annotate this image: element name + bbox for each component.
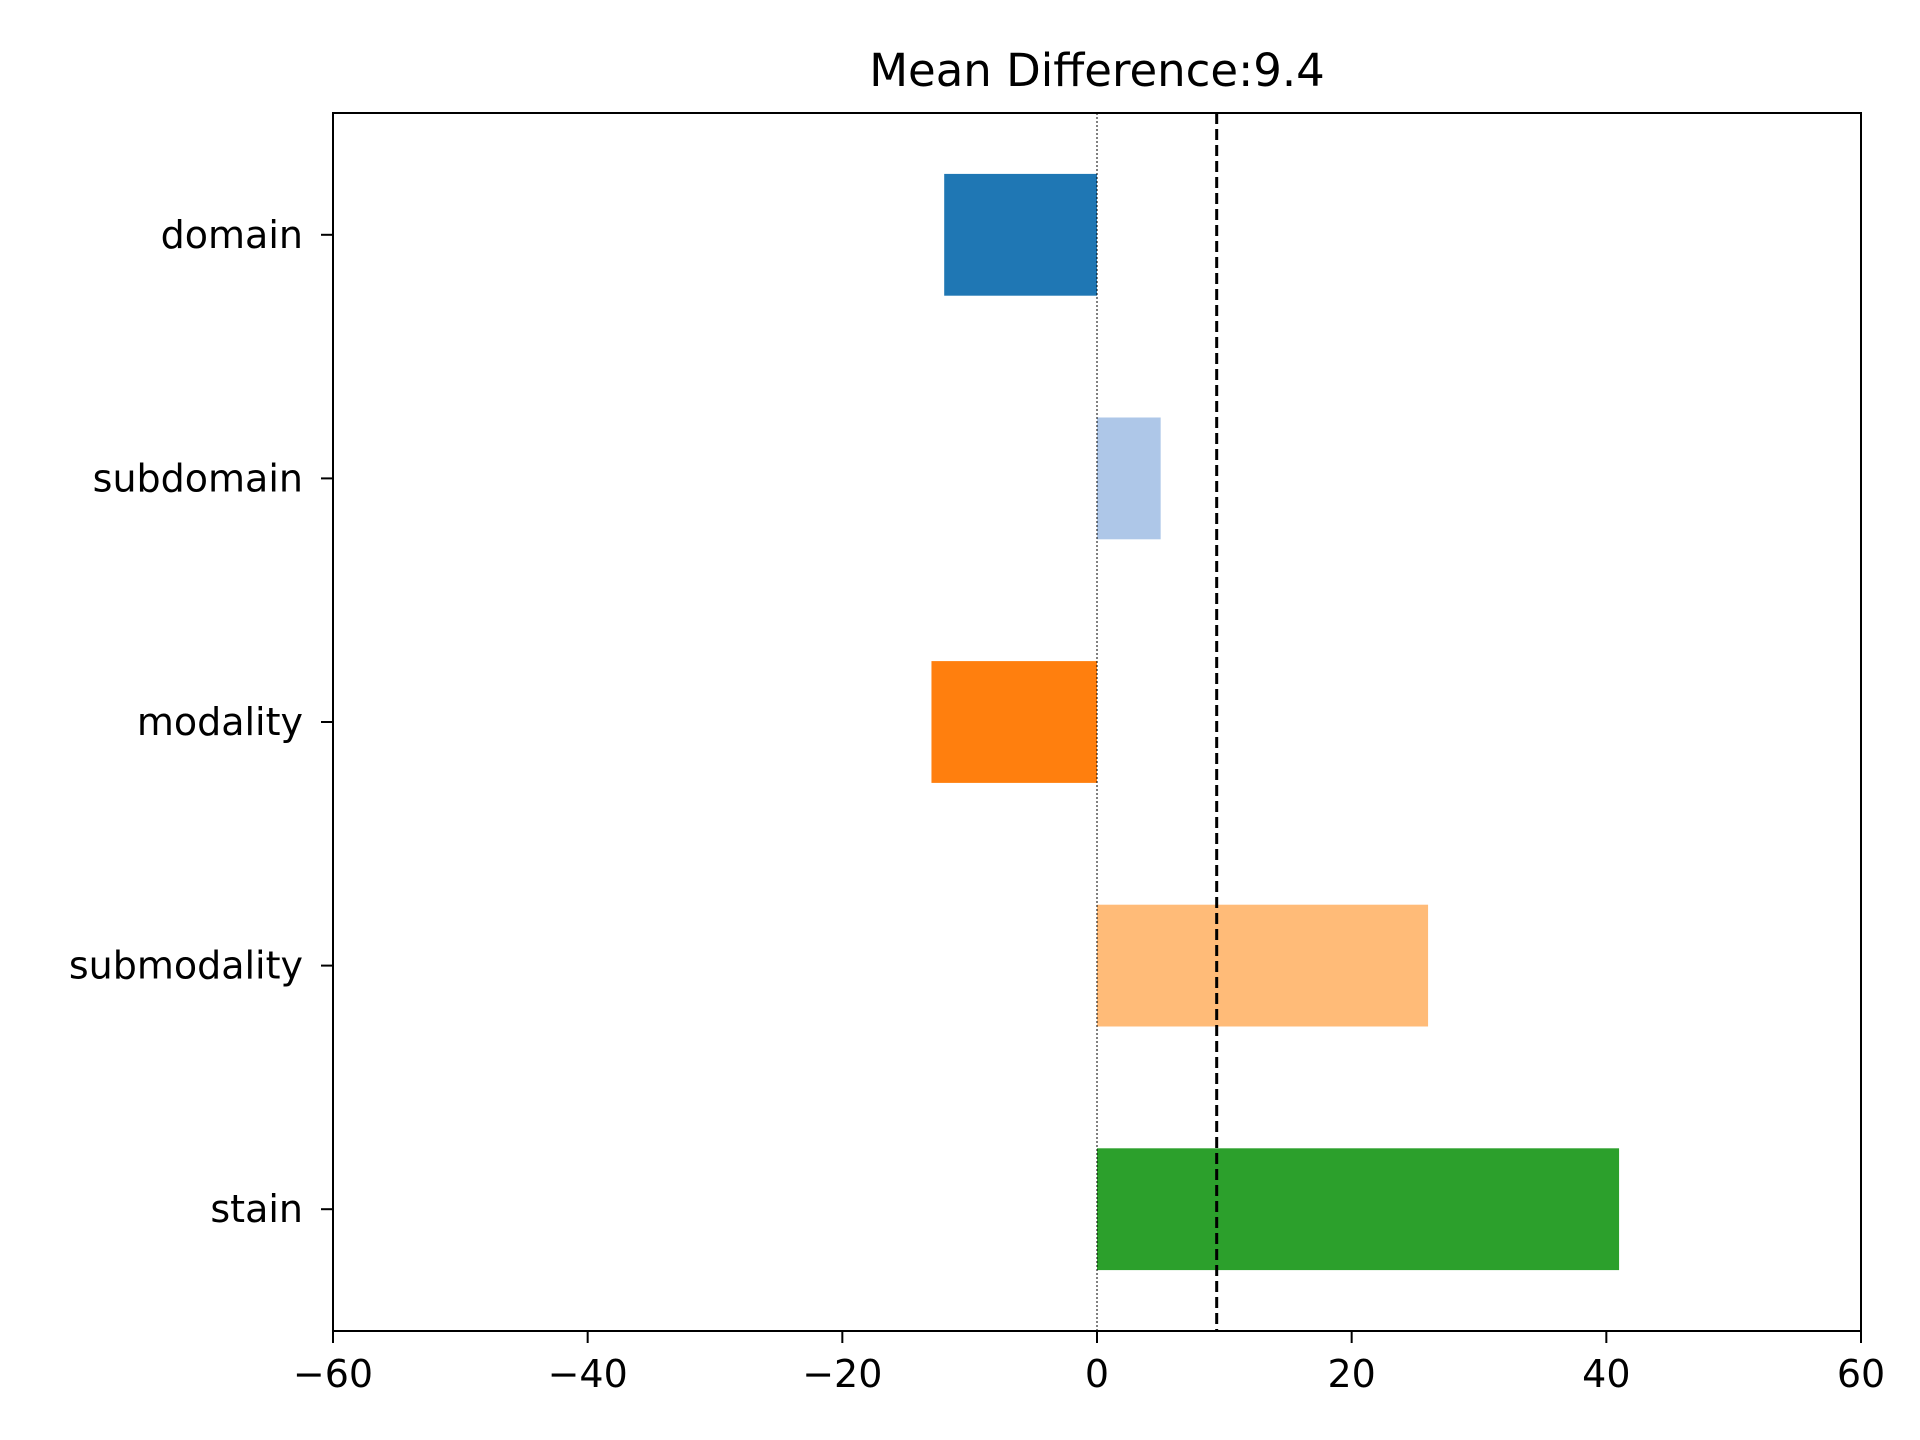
y-tick-label-submodality: submodality: [69, 944, 303, 988]
y-tick-label-modality: modality: [137, 700, 303, 744]
x-tick-label: −60: [293, 1352, 373, 1396]
bars-layer: [931, 173, 1620, 1271]
y-axis: domain subdomain modality submodality stain: [69, 213, 333, 1231]
y-tick-label-stain: stain: [210, 1187, 303, 1231]
x-tick-label: 60: [1837, 1352, 1885, 1396]
y-tick-label-domain: domain: [161, 213, 303, 257]
chart-title: Mean Difference:9.4: [869, 44, 1325, 97]
bar-submodality: [1097, 904, 1429, 1027]
y-tick-label-subdomain: subdomain: [93, 456, 303, 500]
x-tick-label: 40: [1582, 1352, 1630, 1396]
bar-stain: [1097, 1148, 1620, 1271]
x-tick-label: 20: [1327, 1352, 1375, 1396]
x-tick-label: −20: [802, 1352, 882, 1396]
bar-modality: [931, 661, 1097, 783]
bar-domain: [944, 173, 1097, 296]
bar-subdomain: [1097, 417, 1161, 540]
x-tick-label: 0: [1085, 1352, 1109, 1396]
x-tick-label: −40: [548, 1352, 628, 1396]
x-axis: −60 −40 −20 0 20 40 60: [293, 1331, 1885, 1396]
reference-lines-layer: [1096, 113, 1219, 1331]
